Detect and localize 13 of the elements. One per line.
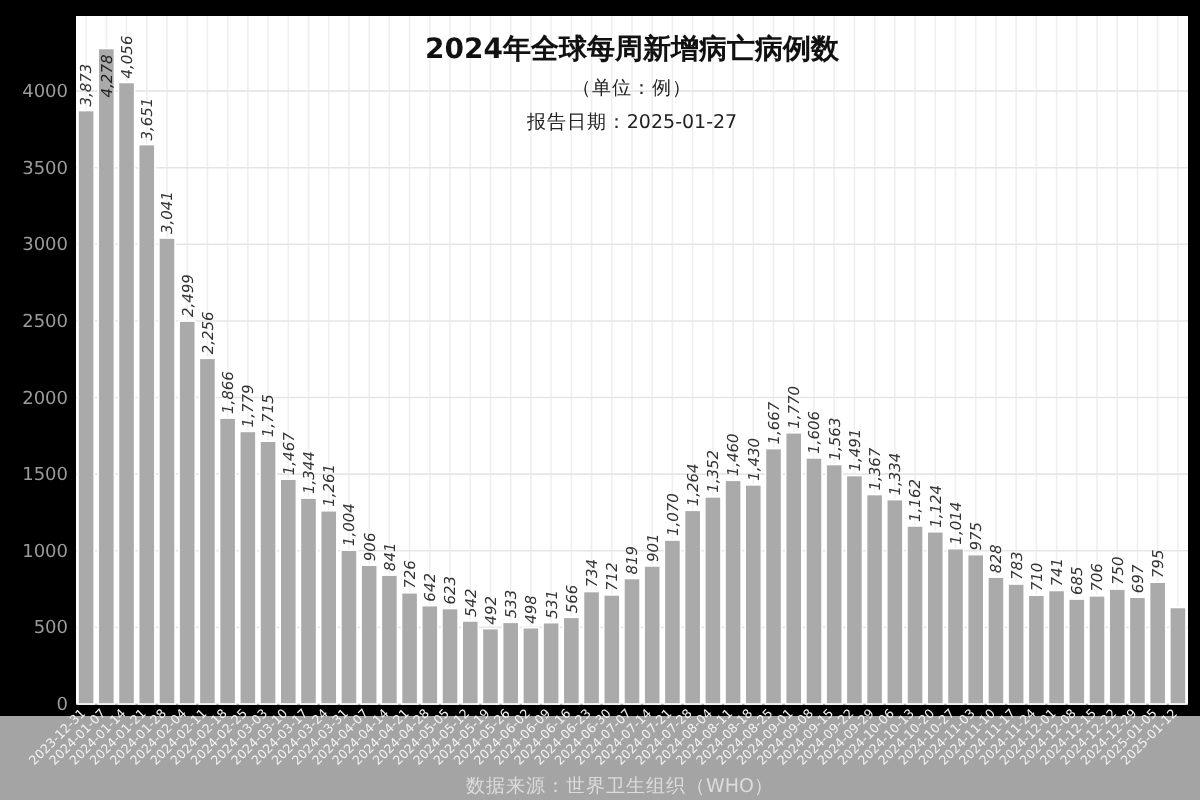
source-note: 数据来源：世界卫生组织（WHO） bbox=[465, 774, 775, 798]
y-tick-label: 0 bbox=[56, 696, 69, 716]
y-tick-label: 500 bbox=[33, 619, 69, 640]
y-tick-label: 4000 bbox=[22, 83, 69, 104]
y-tick-label: 1000 bbox=[22, 542, 69, 563]
y-tick-label: 1500 bbox=[22, 466, 69, 487]
y-tick-label: 3500 bbox=[22, 159, 69, 180]
annotation: 报告日期：2025-01-27 bbox=[524, 110, 738, 134]
y-tick-label: 2000 bbox=[22, 389, 69, 410]
text: （单位：例） bbox=[572, 76, 692, 100]
y-tick-label: 3000 bbox=[22, 236, 69, 257]
text: 2024年全球每周新增病亡病例数 bbox=[425, 32, 841, 66]
y-tick-label: 2500 bbox=[22, 312, 69, 333]
